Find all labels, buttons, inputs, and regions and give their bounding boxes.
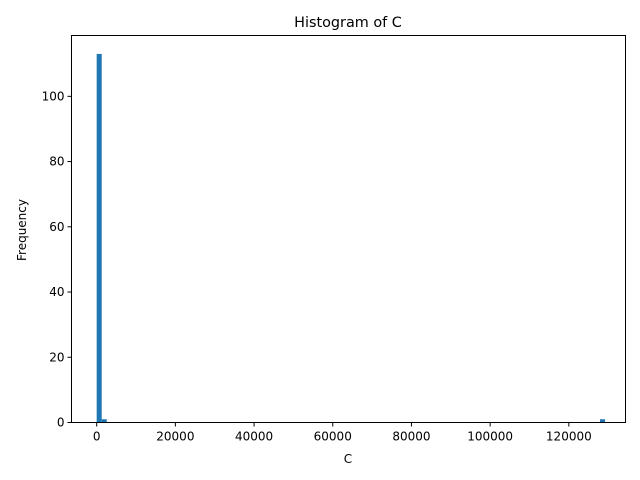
y-tick-label-1: 20 (49, 350, 64, 364)
y-axis-label: Frequency (15, 199, 29, 261)
bars-layer (96, 53, 606, 423)
x-axis-label: C (344, 452, 352, 466)
x-tick-label-5: 100000 (467, 430, 513, 444)
y-tick-label-2: 40 (49, 285, 64, 299)
x-tick-label-0: 0 (93, 430, 101, 444)
x-tick-label-1: 20000 (156, 430, 194, 444)
plot-frame (71, 35, 626, 423)
x-tick-label-3: 60000 (314, 430, 352, 444)
chart-title: Histogram of C (294, 15, 402, 31)
y-tick-label-5: 100 (42, 89, 65, 103)
x-tick-label-4: 80000 (392, 430, 430, 444)
y-tick-label-4: 80 (49, 155, 64, 169)
x-tick-label-2: 40000 (235, 430, 273, 444)
x-tick-label-6: 120000 (546, 430, 592, 444)
histogram-bar-2 (600, 419, 606, 423)
y-tick-label-3: 60 (49, 220, 64, 234)
histogram-bar-1 (101, 419, 107, 423)
ticks-layer: 0 20000 40000 60000 80000 100000 120000 0 20 40 60… (42, 89, 592, 443)
histogram-bar-0 (96, 53, 102, 423)
y-tick-label-0: 0 (57, 416, 65, 430)
